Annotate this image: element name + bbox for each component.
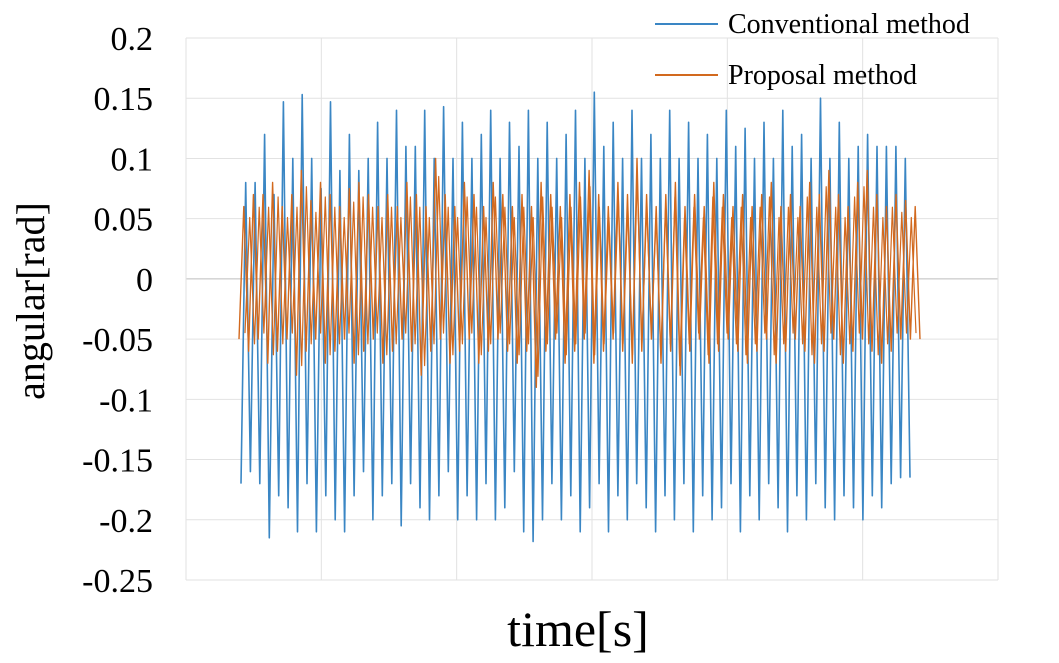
series-line-proposal [238, 157, 921, 388]
y-tick-label: -0.05 [82, 322, 153, 359]
y-tick-label: -0.15 [82, 443, 153, 480]
x-axis-title: time[s] [507, 601, 649, 657]
y-tick-label: -0.2 [99, 503, 153, 540]
y-tick-label: 0 [136, 262, 153, 299]
series-line-conventional [240, 91, 911, 543]
y-tick-label: -0.25 [82, 563, 153, 600]
legend-label-conventional: Conventional method [728, 9, 970, 40]
series-line-proposal [244, 175, 917, 377]
y-tick-label: 0.1 [111, 141, 154, 178]
y-tick-label: 0.2 [111, 21, 154, 58]
series-layer [238, 91, 921, 543]
y-tick-label: -0.1 [99, 382, 153, 419]
y-tick-label: 0.05 [94, 202, 154, 239]
legend-label-proposal: Proposal method [728, 60, 917, 91]
y-axis-title: angular[rad] [8, 202, 53, 400]
y-tick-labels: 0.2 0.15 0.1 0.05 0 -0.05 -0.1 -0.15 -0.2 -0.25 [82, 21, 153, 600]
y-tick-label: 0.15 [94, 81, 154, 118]
legend: Conventional method Proposal method [655, 9, 970, 91]
